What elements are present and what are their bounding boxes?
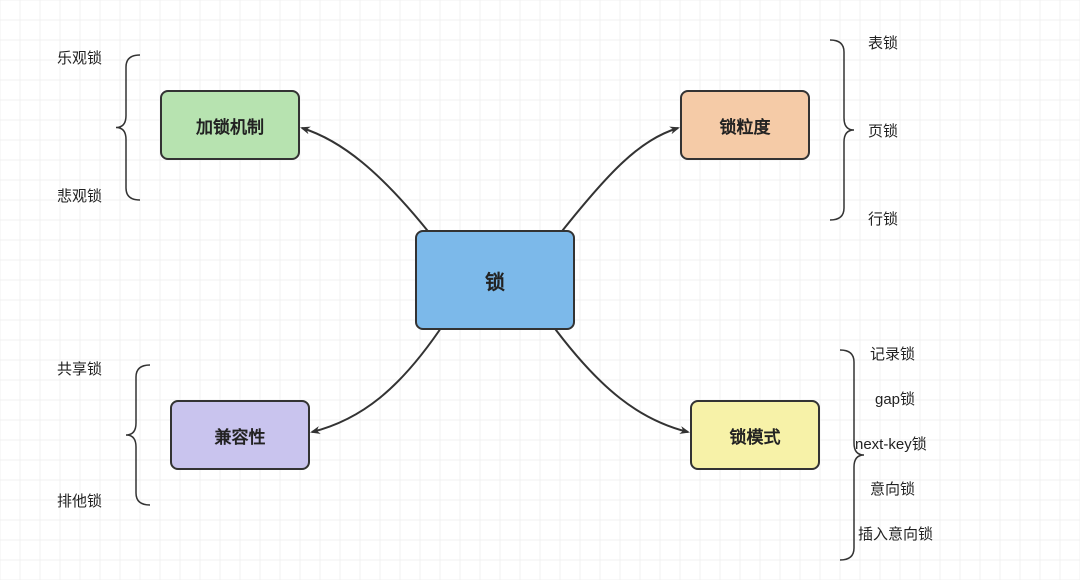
leaf-granularity-2: 行锁 (868, 208, 898, 229)
center-node: 锁 (415, 230, 575, 330)
branch-node-granularity: 锁粒度 (680, 90, 810, 160)
branch-node-mechanism: 加锁机制 (160, 90, 300, 160)
leaf-compat-1: 排他锁 (57, 490, 102, 511)
leaf-mode-2: next-key锁 (855, 433, 927, 454)
leaf-mode-1: gap锁 (875, 388, 915, 409)
leaf-mode-0: 记录锁 (870, 343, 915, 364)
branch-node-compat: 兼容性 (170, 400, 310, 470)
branch-node-mode: 锁模式 (690, 400, 820, 470)
leaf-mode-3: 意向锁 (870, 478, 915, 499)
leaf-mechanism-0: 乐观锁 (57, 47, 102, 68)
leaf-mechanism-1: 悲观锁 (57, 185, 102, 206)
leaf-granularity-0: 表锁 (868, 32, 898, 53)
leaf-mode-4: 插入意向锁 (858, 523, 933, 544)
leaf-compat-0: 共享锁 (57, 358, 102, 379)
leaf-granularity-1: 页锁 (868, 120, 898, 141)
diagram-canvas: 锁 加锁机制兼容性 锁粒度锁模式 乐观锁悲观锁共享锁排他锁 表锁页锁行锁记录锁 gap锁… (0, 0, 1080, 580)
